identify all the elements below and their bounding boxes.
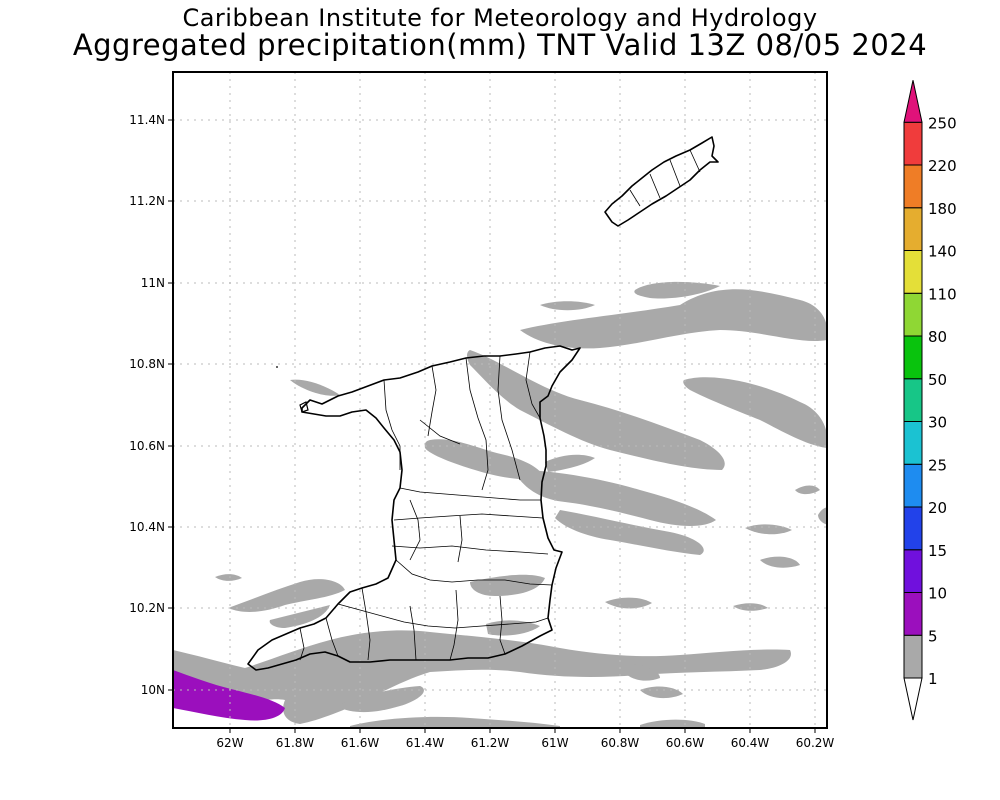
colorbar-segment [903,634,923,679]
colorbar-segment [903,80,923,123]
colorbar-segment [903,592,923,636]
lon-tick-label: 60.8W [601,736,640,750]
colorbar-label: 10 [928,585,947,603]
heavy-rain-areas [173,670,285,721]
lon-tick-label: 61.6W [341,736,380,750]
colorbar-label: 220 [928,157,957,175]
lat-tick-label: 10.6N [129,439,165,453]
lon-tick-label: 60.2W [796,736,835,750]
colorbar-segment [903,335,923,380]
colorbar-segment [903,549,923,593]
colorbar-label: 250 [928,114,957,132]
trinidad-outline [247,345,581,671]
lon-tick-label: 60.4W [731,736,770,750]
lat-tick-label: 10.8N [129,357,165,371]
colorbar-label: 20 [928,499,947,517]
lon-tick-label: 62W [216,736,243,750]
lat-tick-label: 11.4N [129,113,165,127]
colorbar-label: 25 [928,456,947,474]
colorbar-label: 30 [928,414,947,432]
lat-tick-label: 11.2N [129,194,165,208]
colorbar-label: 5 [928,627,938,645]
lon-tick-label: 61.2W [471,736,510,750]
colorbar-segment [903,250,923,294]
lat-lon-grid [173,72,827,728]
colorbar-segment [903,378,923,422]
longitude-axis: 62W 61.8W 61.6W 61.4W 61.2W 61W 60.8W 60.6W 60.4… [216,728,834,750]
colorbar-segment [903,292,923,337]
lat-tick-label: 11N [141,276,165,290]
colorbar-label: 110 [928,285,957,303]
colorbar-label: 15 [928,542,947,560]
colorbar-segment [903,207,923,251]
colorbar-segment [903,421,923,465]
lat-tick-label: 10N [141,683,165,697]
lon-tick-label: 61.4W [406,736,445,750]
colorbar-segment [903,506,923,551]
colorbar-label: 50 [928,371,947,389]
map-frame [172,71,828,729]
colorbar-label: 80 [928,328,947,346]
colorbar-label: 180 [928,200,957,218]
trinidad-boundaries [299,351,553,661]
lon-tick-label: 60.6W [666,736,705,750]
lat-tick-label: 10.4N [129,520,165,534]
colorbar-segment [903,463,923,508]
tobago-outline [604,136,719,227]
colorbar-label: 140 [928,243,957,261]
lon-tick-label: 61W [541,736,568,750]
precipitation-layer [173,281,827,728]
coastline-layer [247,136,719,671]
tobago-boundaries [629,149,701,207]
colorbar-segment [903,677,923,721]
light-rain-areas [173,281,827,728]
colorbar-segment [903,121,923,166]
lon-tick-label: 61.8W [276,736,315,750]
colorbar-segment [903,164,923,209]
latitude-axis: 11.4N 11.2N 11N 10.8N 10.6N 10.4N 10.2N 10N [129,113,173,697]
colorbar-label: 1 [928,670,938,688]
lat-tick-label: 10.2N [129,601,165,615]
islet-1 [299,401,309,413]
map-title-line1: Caribbean Institute for Meteorology and … [182,4,818,32]
map-title-line2: Aggregated precipitation(mm) TNT Valid 1… [72,28,928,62]
